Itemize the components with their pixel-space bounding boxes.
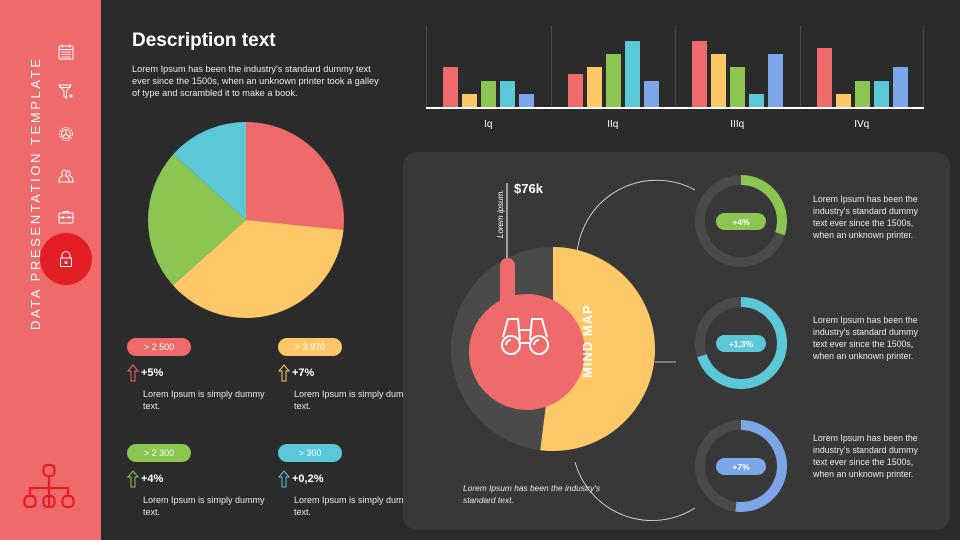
stat-item: > 2 300 +4% Lorem Ipsum is simply dummy … <box>127 444 267 518</box>
stat-text: Lorem Ipsum is simply dummy text. <box>143 495 265 517</box>
bar-category-label: IIq <box>607 119 619 130</box>
bar-category-label: IIIq <box>730 119 745 130</box>
mind-map-footer-text: Lorem Ipsum has been the industry's stan… <box>463 483 601 505</box>
bar <box>605 54 621 107</box>
bar-group <box>426 26 551 107</box>
stat-item: > 2 500 +5% Lorem Ipsum is simply dummy … <box>127 338 267 412</box>
bar <box>692 41 707 107</box>
filter-add-icon[interactable] <box>56 82 76 102</box>
bar <box>892 67 908 107</box>
stat-pill: > 2 300 <box>127 444 191 462</box>
mind-map-vertical-label: Lorem ipsum. <box>496 189 505 238</box>
pie-slice <box>148 154 246 286</box>
ring-badge: +7% <box>716 458 766 475</box>
pie-slice <box>246 122 344 230</box>
bar <box>854 80 870 107</box>
stat-item: > 300 +0,2% Lorem Ipsum is simply dummy … <box>278 444 418 518</box>
connector-arc <box>574 461 696 521</box>
arrow-up-icon <box>278 470 290 488</box>
bar <box>624 41 640 107</box>
bar-chart: Iq IIq IIIq IVq <box>426 26 924 136</box>
bar <box>481 80 496 107</box>
ring-progress <box>740 175 787 236</box>
lock-icon <box>60 251 72 267</box>
binoculars-icon <box>501 318 549 355</box>
stat-percent: +0,2% <box>292 473 324 485</box>
ring-badge: +4% <box>716 213 766 230</box>
lock-button[interactable] <box>40 233 92 285</box>
stat-text: Lorem Ipsum is simply dummy text. <box>143 389 265 411</box>
briefcase-icon[interactable] <box>56 207 76 227</box>
description-title: Description text <box>132 30 276 51</box>
bar <box>500 80 515 107</box>
stat-pill: > 300 <box>278 444 342 462</box>
org-chart-icon <box>23 463 75 509</box>
stat-pill: > 2 500 <box>127 338 191 356</box>
stat-item: > 3 970 +7% Lorem Ipsum is simply dummy … <box>278 338 418 412</box>
sidebar: DATA PRESENTATION TEMPLATE <box>0 0 101 540</box>
stat-text: Lorem Ipsum is simply dummy text. <box>294 389 416 411</box>
arrow-up-icon <box>278 364 290 382</box>
arrow-up-icon <box>127 470 139 488</box>
stat-percent: +4% <box>141 473 164 485</box>
bar <box>730 67 745 107</box>
ring-progress <box>697 297 787 389</box>
connector-arc <box>576 179 696 268</box>
bar <box>443 67 458 107</box>
bar <box>816 47 832 107</box>
ring-progress <box>735 420 787 512</box>
bar <box>567 74 583 107</box>
ring-badge: +1,3% <box>716 335 766 352</box>
users-icon[interactable] <box>56 166 76 186</box>
ring-text: Lorem Ipsum has been the industry's stan… <box>813 315 918 361</box>
stat-percent: +5% <box>141 367 164 379</box>
pie-chart <box>148 122 344 318</box>
mind-map-yellow-segment <box>540 247 655 451</box>
bar <box>519 93 534 107</box>
ring-text: Lorem Ipsum has been the industry's stan… <box>813 433 918 479</box>
bar-group <box>799 26 924 107</box>
ring-text: Lorem Ipsum has been the industry's stan… <box>813 194 918 240</box>
bar-category-label: Iq <box>484 119 493 130</box>
bar-chart-baseline <box>426 107 924 109</box>
pie-slice <box>173 122 246 220</box>
stat-pill: > 3 970 <box>278 338 342 356</box>
gear-icon[interactable] <box>56 124 76 144</box>
stat-text: Lorem Ipsum is simply dummy text. <box>294 495 416 517</box>
mind-map-label: MIND MAP <box>580 304 595 378</box>
bar <box>462 93 477 107</box>
stat-percent: +7% <box>292 367 315 379</box>
bar-category-label: IVq <box>854 119 870 130</box>
bar-group <box>675 26 800 107</box>
bar <box>768 54 783 107</box>
description-text: Lorem Ipsum has been the industry's stan… <box>132 64 379 98</box>
bar-group <box>550 26 676 107</box>
bar <box>643 80 659 107</box>
arrow-up-icon <box>127 364 139 382</box>
mind-map-value: $76k <box>514 181 543 196</box>
mind-map-center[interactable] <box>469 294 585 410</box>
pie-slice <box>172 220 344 318</box>
bar <box>835 93 851 107</box>
bar <box>873 80 889 107</box>
bar <box>711 54 726 107</box>
bar <box>586 67 602 107</box>
calendar-icon[interactable] <box>56 42 76 62</box>
bar <box>749 93 764 107</box>
